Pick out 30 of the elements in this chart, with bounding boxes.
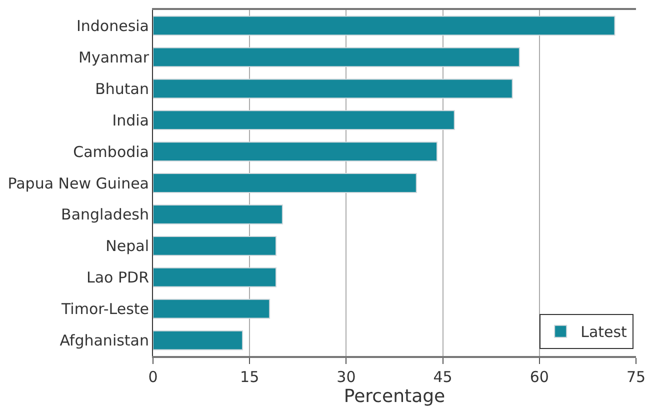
- bar: [153, 142, 438, 162]
- x-tick-label: 45: [433, 368, 452, 386]
- x-tick-label: 15: [240, 368, 260, 386]
- x-axis-title: Percentage: [344, 386, 446, 407]
- bar: [153, 47, 520, 68]
- bar: [153, 236, 276, 256]
- y-tick-label: Afghanistan: [60, 332, 149, 350]
- bar: [153, 173, 417, 193]
- bar: [153, 110, 455, 130]
- bar: [153, 330, 244, 350]
- y-tick-label: Myanmar: [78, 48, 150, 66]
- x-tick-label: 30: [336, 368, 356, 386]
- y-tick-label: Bhutan: [95, 80, 149, 98]
- y-tick-label: Cambodia: [73, 142, 149, 161]
- y-tick-label: Lao PDR: [86, 268, 149, 287]
- bar: [153, 267, 276, 288]
- bar: [153, 204, 283, 224]
- y-tick-label: Nepal: [106, 237, 149, 256]
- y-tick-label: Timor-Leste: [60, 300, 149, 318]
- x-tick-label: 60: [530, 368, 549, 386]
- y-tick-label: India: [112, 111, 149, 130]
- x-tick-label: 75: [626, 368, 646, 386]
- bar: [153, 298, 270, 319]
- y-tick-label: Papua New Guinea: [8, 174, 149, 192]
- bar: [153, 16, 616, 36]
- legend-label: Latest: [580, 323, 628, 342]
- y-tick-label: Indonesia: [76, 16, 149, 35]
- y-tick-label: Bangladesh: [61, 206, 149, 224]
- bar: [153, 78, 513, 99]
- x-tick-label: 0: [148, 368, 158, 386]
